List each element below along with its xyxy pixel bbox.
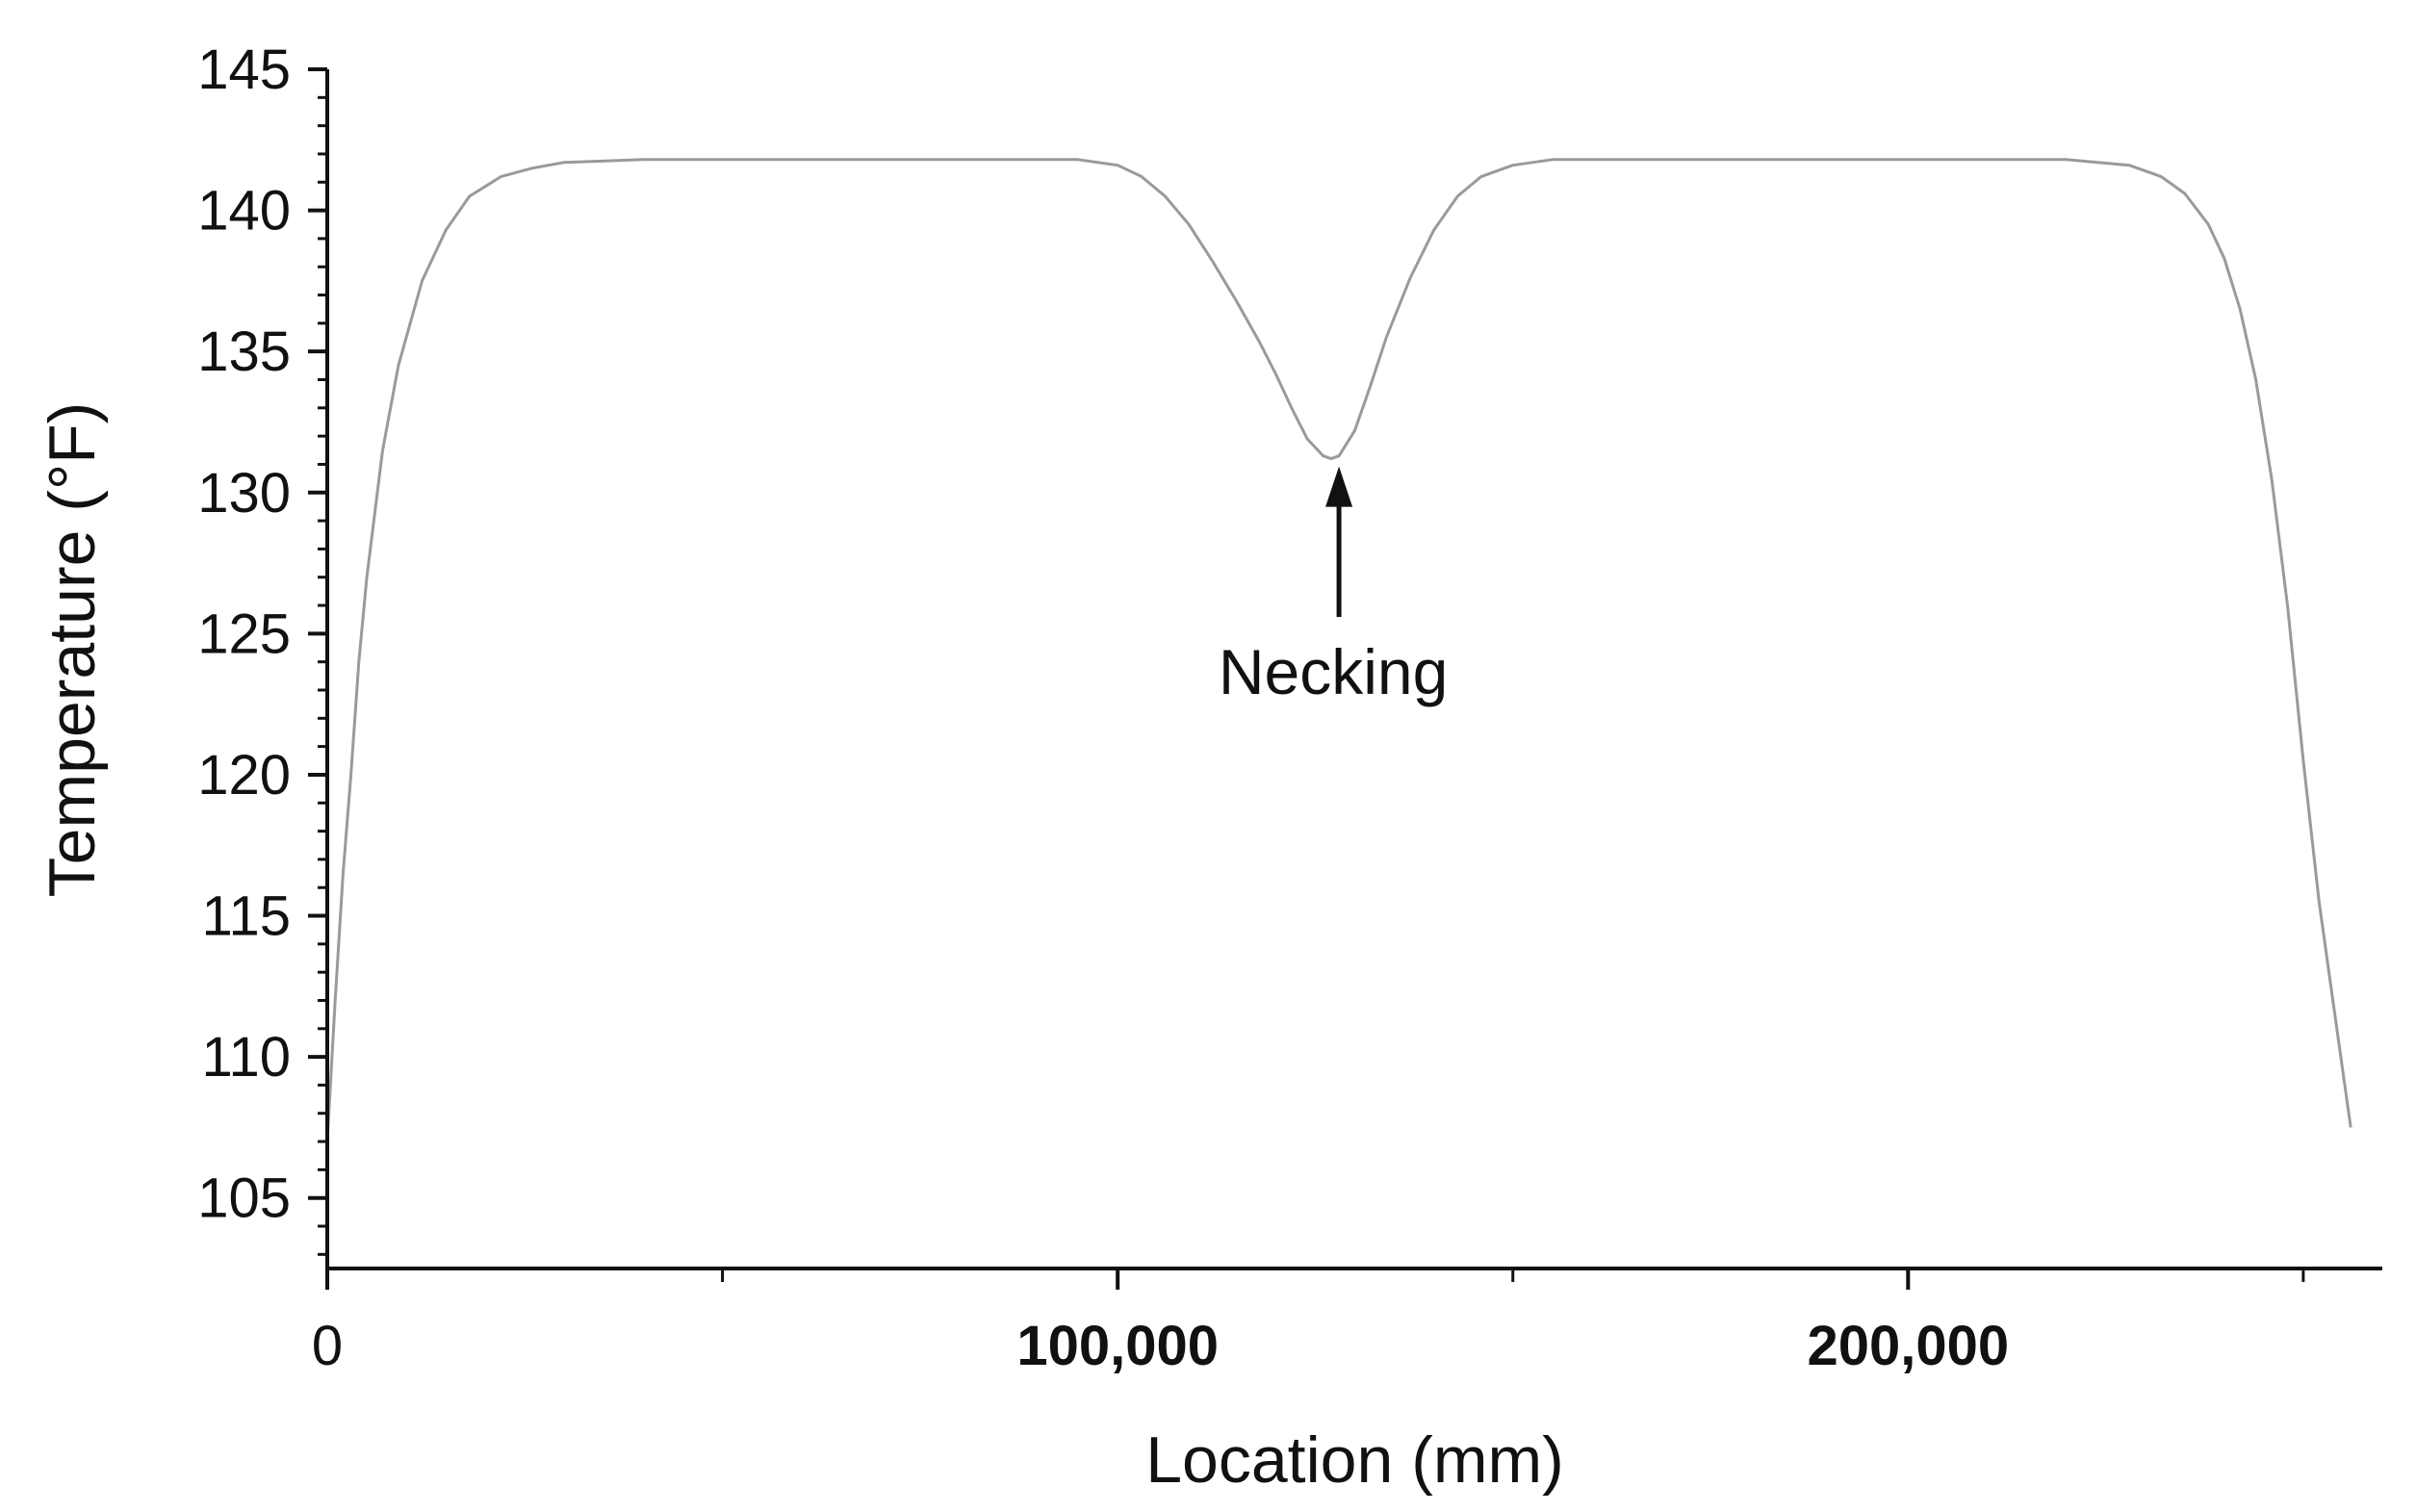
x-tick-label: 0 bbox=[312, 1315, 343, 1377]
y-axis-title: Temperature (°F) bbox=[36, 402, 109, 898]
y-tick-label: 145 bbox=[197, 38, 291, 101]
x-axis-title: Location (mm) bbox=[1145, 1423, 1564, 1497]
plot-line-group bbox=[325, 158, 2352, 1142]
x-ticks-group: 0 100,000 200,000 bbox=[312, 1269, 2305, 1377]
necking-annotation-label: Necking bbox=[1219, 636, 1448, 707]
y-tick-label: 120 bbox=[197, 744, 291, 807]
y-tick-label: 110 bbox=[202, 1026, 291, 1089]
x-tick-label: 200,000 bbox=[1807, 1315, 2009, 1377]
temperature-series-line bbox=[325, 158, 2352, 1142]
axes-group bbox=[325, 69, 2382, 1270]
x-tick-label: 100,000 bbox=[1016, 1315, 1219, 1377]
y-tick-label: 125 bbox=[197, 602, 291, 665]
y-tick-label: 105 bbox=[197, 1167, 291, 1230]
necking-arrow-head bbox=[1325, 466, 1353, 507]
annotation-group: Necking bbox=[1219, 466, 1448, 707]
y-tick-label: 135 bbox=[197, 320, 291, 383]
y-ticks-group: 105 110 115 120 125 130 135 140 145 bbox=[197, 38, 327, 1256]
y-tick-label: 140 bbox=[197, 180, 291, 243]
y-tick-label: 130 bbox=[197, 462, 291, 525]
y-tick-label: 115 bbox=[202, 885, 291, 948]
